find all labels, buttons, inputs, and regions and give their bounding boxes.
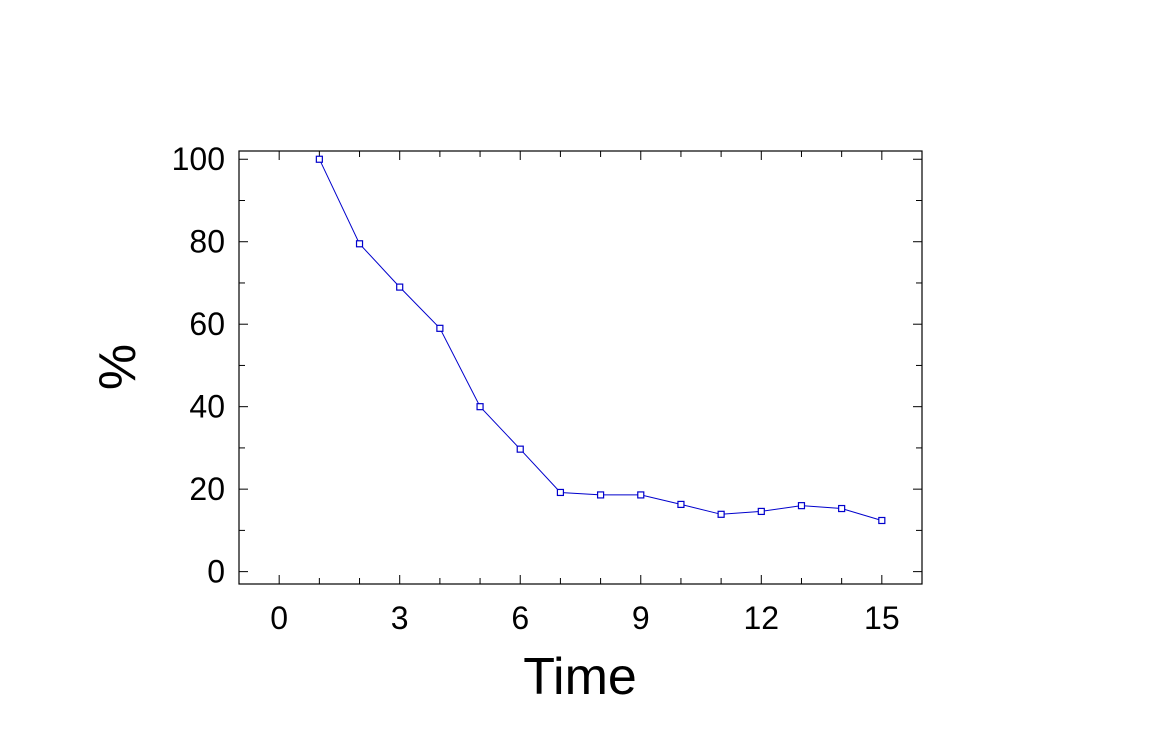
data-point-marker [878, 516, 886, 525]
y-tick-label: 100 [172, 141, 225, 177]
y-tick-label: 60 [189, 306, 225, 342]
data-point-marker [637, 491, 645, 499]
y-tick-label: 80 [189, 224, 225, 260]
data-point-marker [838, 504, 846, 513]
x-tick-label: 12 [743, 600, 779, 636]
x-axis-title: Time [523, 648, 637, 706]
data-point-marker [677, 500, 685, 509]
plot-area-frame [238, 150, 923, 585]
data-point-marker [355, 240, 364, 248]
axis-ticks [239, 151, 922, 584]
y-tick-label: 40 [189, 389, 225, 425]
x-tick-label: 15 [864, 600, 900, 636]
x-tick-label: 6 [511, 600, 529, 636]
series-line [318, 158, 882, 521]
data-point-marker [797, 502, 806, 510]
y-tick-label: 20 [189, 471, 225, 507]
data-point-marker [717, 510, 725, 518]
y-tick-label: 0 [207, 554, 225, 590]
data-point-marker [476, 403, 484, 411]
x-tick-label: 0 [270, 600, 288, 636]
axis-tick-labels: 0 3 6 9 12 15 0 20 40 60 80 100 [172, 141, 900, 636]
x-tick-label: 9 [632, 600, 650, 636]
data-point-marker [396, 283, 404, 291]
data-point-marker [516, 445, 524, 453]
x-tick-label: 3 [391, 600, 409, 636]
series-layer [315, 155, 886, 525]
data-point-marker [556, 488, 565, 497]
data-point-marker [315, 155, 323, 163]
data-point-marker [757, 507, 765, 516]
data-point-marker [436, 324, 444, 332]
data-point-marker [596, 491, 605, 499]
y-axis-title: % [89, 344, 147, 390]
